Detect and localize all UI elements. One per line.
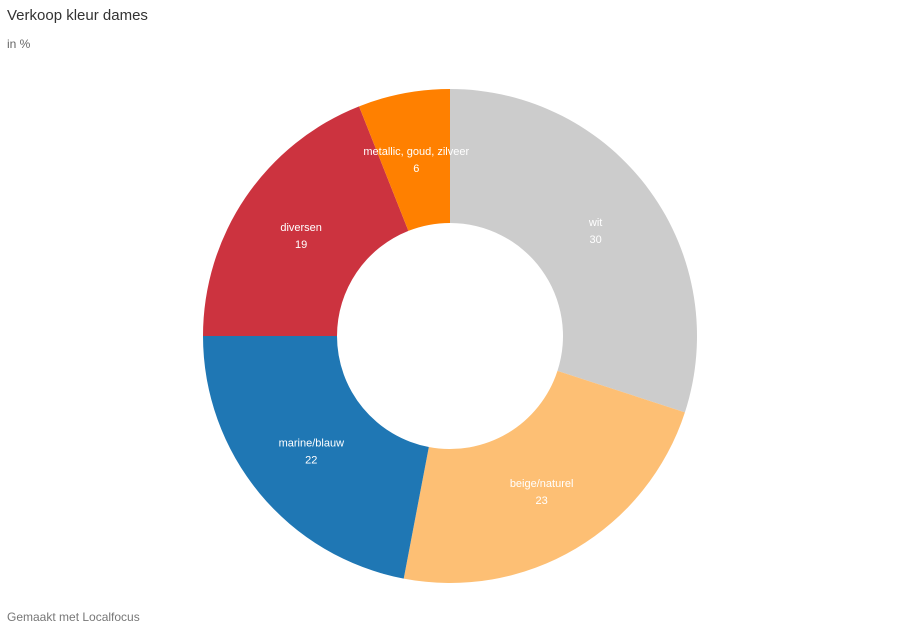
slice-value-beige-naturel: 23: [536, 495, 548, 507]
slice-label-marine-blauw: marine/blauw: [279, 438, 344, 450]
chart-title: Verkoop kleur dames: [7, 7, 148, 24]
slice-label-wit: wit: [588, 217, 602, 229]
footer-credit: Gemaakt met Localfocus: [7, 610, 140, 624]
slice-value-wit: 30: [589, 234, 601, 246]
slice-value-metallic-goud-zilveer: 6: [413, 163, 419, 175]
slice-marine-blauw[interactable]: [203, 336, 429, 579]
slice-diversen[interactable]: [203, 106, 409, 336]
slice-value-diversen: 19: [295, 239, 307, 251]
slice-metallic-goud-zilveer[interactable]: [359, 89, 450, 231]
slice-label-metallic-goud-zilveer: metallic, goud, zilveer: [363, 146, 469, 158]
chart-subtitle: in %: [7, 37, 31, 51]
slice-label-diversen: diversen: [280, 222, 322, 234]
slice-label-beige-naturel: beige/naturel: [510, 478, 574, 490]
slice-value-marine-blauw: 22: [305, 455, 317, 467]
slice-beige-naturel[interactable]: [403, 370, 685, 583]
slice-wit[interactable]: [450, 89, 698, 413]
